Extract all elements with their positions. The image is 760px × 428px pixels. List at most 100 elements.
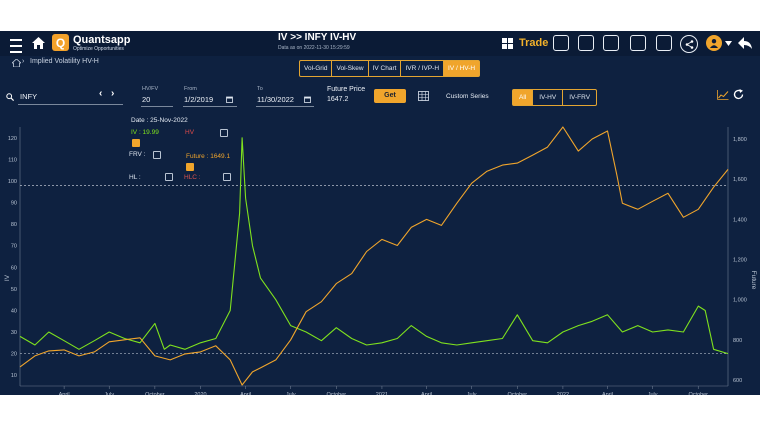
legend-hl: HL : <box>129 174 141 181</box>
x-tick-label: April <box>421 392 432 395</box>
legend-future: Future : 1649.1 <box>186 153 231 160</box>
video-icon[interactable] <box>630 35 646 51</box>
y-tick-label: 30 <box>11 330 17 336</box>
brand-name: Quantsapp <box>73 34 131 46</box>
series-line-iv <box>19 137 729 355</box>
custom-series-button[interactable]: Custom Series <box>446 93 489 100</box>
from-calendar-icon[interactable] <box>226 96 233 103</box>
menu-icon[interactable] <box>10 37 22 55</box>
toggle-iv-hv[interactable]: IV-HV <box>533 90 564 105</box>
quantsapp-logo: Q <box>52 34 69 51</box>
page-title: IV >> INFY IV-HV <box>278 32 357 43</box>
legend-hl-checkbox[interactable] <box>165 173 173 181</box>
search-icon[interactable] <box>6 93 14 101</box>
chart-type-icon[interactable] <box>716 89 729 100</box>
gift-icon[interactable] <box>656 35 672 51</box>
y2-tick-label: 1,600 <box>733 177 747 183</box>
y-tick-label: 40 <box>11 308 17 314</box>
data-timestamp: Data as on 2022-11-30 15:29:59 <box>278 45 350 51</box>
legend-frv: FRV : <box>129 151 146 158</box>
legend-hv: HV <box>185 129 195 136</box>
to-calendar-icon[interactable] <box>304 96 311 103</box>
y2-tick-label: 1,000 <box>733 298 747 304</box>
tab-vol-grid[interactable]: Vol-Grid <box>300 61 333 76</box>
x-tick-label: April <box>240 392 251 395</box>
symbol-underline <box>18 104 123 105</box>
home-icon[interactable] <box>31 36 45 50</box>
future-price-value: 1647.2 <box>327 96 349 103</box>
hv-fv-label: HV/FV <box>142 86 159 92</box>
future-price-label: Future Price <box>327 86 366 93</box>
from-label: From <box>184 86 197 92</box>
y-tick-label: 90 <box>11 201 17 207</box>
hv-fv-underline <box>141 106 173 107</box>
y-tick-label: 10 <box>11 373 17 379</box>
window-icon[interactable] <box>553 35 569 51</box>
symbol-input[interactable]: INFY <box>20 92 38 101</box>
y2-tick-label: 800 <box>733 338 742 344</box>
table-icon[interactable] <box>417 90 429 101</box>
to-date-input[interactable]: 11/30/2022 <box>257 95 294 104</box>
image-icon[interactable] <box>603 35 619 51</box>
legend-iv: IV : 19.99 <box>131 129 159 136</box>
y2-axis-title: Future <box>750 271 757 290</box>
user-avatar-icon[interactable] <box>706 35 722 51</box>
y-tick-label: 120 <box>8 136 17 142</box>
x-tick-label: 2021 <box>376 392 388 395</box>
y2-tick-label: 1,400 <box>733 217 747 223</box>
tab-iv-hv[interactable]: IV / HV-H <box>444 61 480 76</box>
tab-iv-chart[interactable]: IV Chart <box>369 61 402 76</box>
y-tick-label: 80 <box>11 222 17 228</box>
trade-button[interactable]: Trade <box>519 37 549 49</box>
back-arrow-icon[interactable] <box>737 36 752 50</box>
x-tick-label: 2020 <box>194 392 206 395</box>
y2-tick-label: 1,800 <box>733 137 747 143</box>
x-tick-label: October <box>507 392 527 395</box>
get-button[interactable]: Get <box>374 89 406 103</box>
breadcrumb-home-icon[interactable] <box>11 58 21 67</box>
share-icon[interactable] <box>680 35 698 53</box>
top-bar: Q Quantsapp Optimize Opportunities IV >>… <box>0 31 760 56</box>
to-underline <box>256 106 314 107</box>
x-tick-label: October <box>327 392 347 395</box>
prev-arrow-icon[interactable]: ‹ <box>99 88 103 99</box>
layers-icon[interactable] <box>578 35 594 51</box>
x-tick-label: July <box>104 392 114 395</box>
to-label: To <box>257 86 263 92</box>
toggle-all[interactable]: All <box>513 90 534 105</box>
legend-hlc-checkbox[interactable] <box>223 173 231 181</box>
legend-frv-checkbox[interactable] <box>153 151 161 159</box>
y-tick-label: 70 <box>11 244 17 250</box>
hv-fv-input[interactable]: 20 <box>142 95 151 104</box>
series-toggle: All IV-HV IV-FRV <box>512 89 598 106</box>
grid-icon[interactable] <box>501 37 513 49</box>
legend-iv-checkbox[interactable] <box>132 139 140 147</box>
x-tick-label: 2022 <box>557 392 569 395</box>
legend-hv-checkbox[interactable] <box>220 129 228 137</box>
tab-vol-skew[interactable]: Vol-Skew <box>332 61 369 76</box>
from-date-input[interactable]: 1/2/2019 <box>184 95 214 104</box>
right-axis: 600 800 1,000 1,200 1,400 1,600 1,800 <box>727 127 747 386</box>
y2-tick-label: 600 <box>733 378 742 384</box>
x-tick-label: October <box>688 392 708 395</box>
y2-tick-label: 1,200 <box>733 258 747 264</box>
reference-lines <box>20 184 728 354</box>
x-tick-label: July <box>467 392 477 395</box>
x-tick-label: April <box>59 392 70 395</box>
series-lines <box>19 126 729 386</box>
y-tick-label: 110 <box>8 157 17 163</box>
refresh-icon[interactable] <box>732 88 744 100</box>
view-tabs: Vol-Grid Vol-Skew IV Chart IVR / IVP-H I… <box>299 60 481 77</box>
x-tick-label: April <box>602 392 613 395</box>
tab-ivr-ivp[interactable]: IVR / IVP-H <box>401 61 445 76</box>
breadcrumb-separator-icon: › <box>22 58 25 65</box>
toggle-iv-frv[interactable]: IV-FRV <box>569 94 591 101</box>
legend-future-checkbox[interactable] <box>186 163 194 171</box>
y-tick-label: 100 <box>8 179 17 185</box>
chevron-down-icon[interactable] <box>724 40 732 46</box>
iv-future-chart[interactable]: 10 20 30 40 50 60 70 80 90 100 110 120 600 800 1,000 1… <box>0 115 760 395</box>
y-tick-label: 20 <box>11 352 17 358</box>
left-axis: 10 20 30 40 50 60 70 80 90 100 110 120 <box>8 127 21 386</box>
next-arrow-icon[interactable]: › <box>111 88 115 99</box>
series-line-future <box>19 126 729 386</box>
